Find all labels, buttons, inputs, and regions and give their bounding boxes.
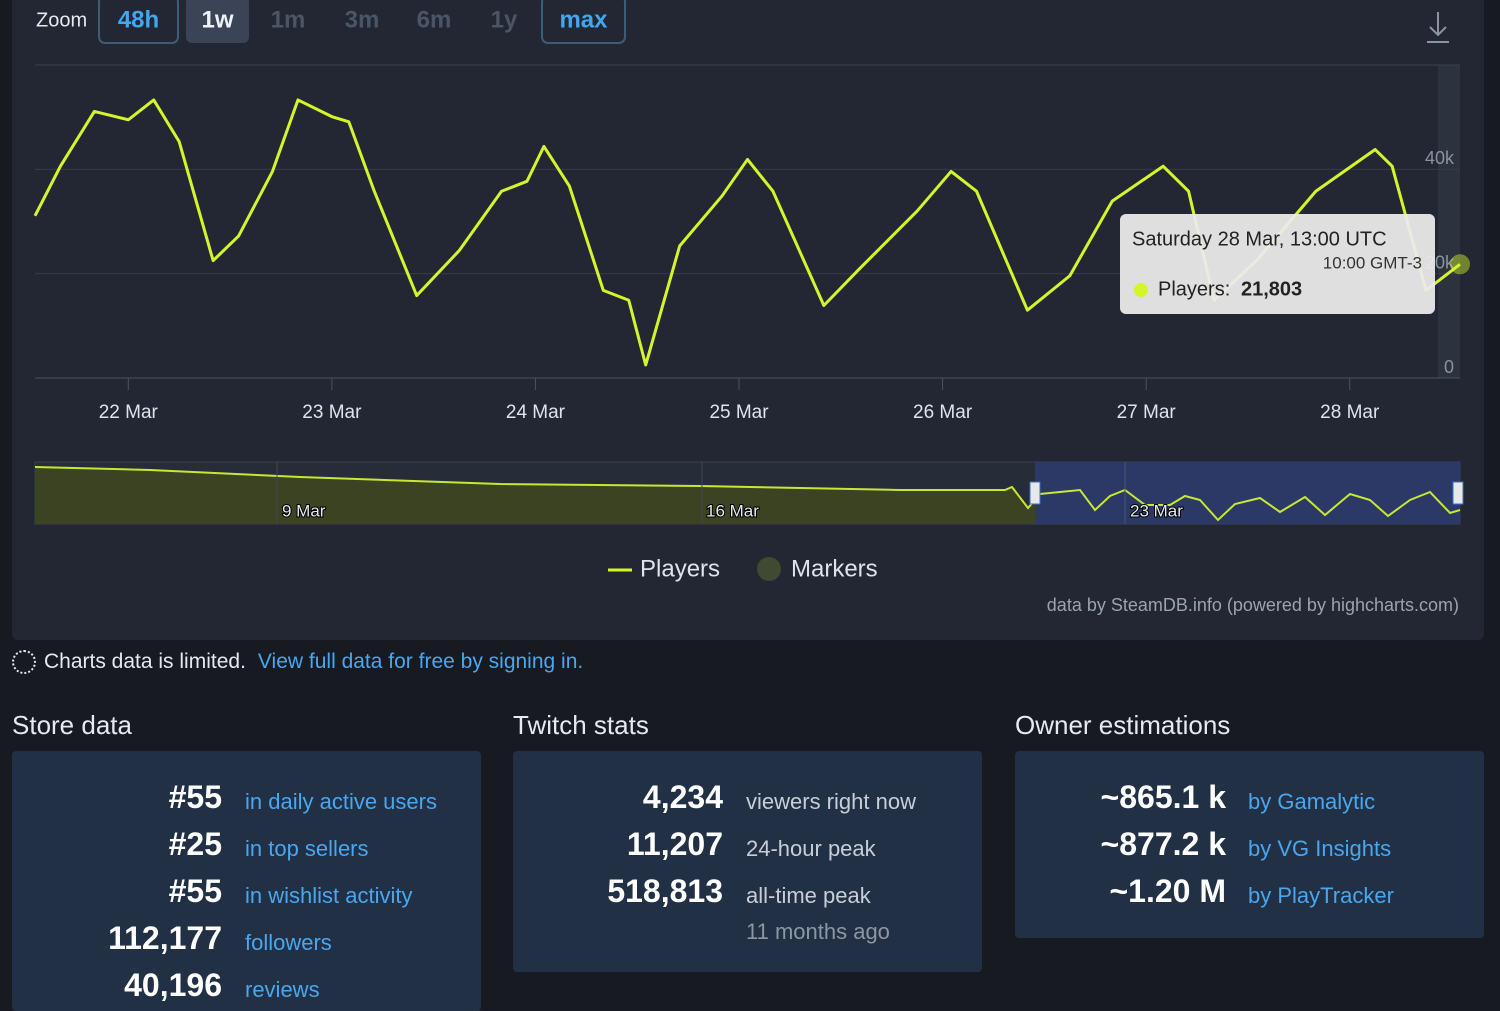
tooltip-dot xyxy=(1134,283,1148,297)
zoom-button[interactable]: 1w xyxy=(201,6,233,33)
tooltip-box xyxy=(1120,214,1435,314)
x-tick-label: 28 Mar xyxy=(1320,402,1380,423)
stat-label[interactable]: reviews xyxy=(245,977,320,1002)
x-tick-label: 25 Mar xyxy=(709,402,769,423)
x-tick-label: 27 Mar xyxy=(1117,402,1177,423)
navigator-label: 16 Mar xyxy=(706,501,759,520)
section-title: Twitch stats xyxy=(513,710,649,740)
stat-label: all-time peak xyxy=(746,883,871,908)
stat-value: 112,177 xyxy=(108,920,222,956)
stat-label[interactable]: in daily active users xyxy=(245,789,437,814)
chart-panel xyxy=(12,0,1484,640)
legend-label[interactable]: Players xyxy=(640,555,720,582)
tooltip-label: Players: xyxy=(1158,278,1230,300)
download-icon[interactable] xyxy=(1427,12,1449,43)
zoom-button-frame xyxy=(98,0,179,44)
icon-stroke xyxy=(1429,26,1447,37)
stat-value: 40,196 xyxy=(124,967,222,1003)
stat-row: ~877.2 k by VG Insights xyxy=(1015,826,1484,866)
stat-label[interactable]: by Gamalytic xyxy=(1248,789,1376,814)
zoom-button-frame xyxy=(541,0,626,44)
plot xyxy=(33,98,1470,367)
y-tick-label: 0 xyxy=(1444,357,1454,377)
stat-row: ~865.1 k by Gamalytic xyxy=(1015,779,1484,819)
tooltip: Saturday 28 Mar, 13:00 UTC 10:00 GMT-3 P… xyxy=(1120,214,1435,314)
stat-label[interactable]: by VG Insights xyxy=(1248,836,1392,861)
navigator-label: 9 Mar xyxy=(282,501,326,520)
navigator-label: 23 Mar xyxy=(1130,501,1183,520)
stat-row: #25 in top sellers xyxy=(12,826,481,866)
notice-text: Charts data is limited. xyxy=(44,650,246,673)
zoom-button[interactable]: max xyxy=(559,6,608,33)
stat-value: #55 xyxy=(168,873,222,909)
zoom-button[interactable]: 3m xyxy=(345,6,380,33)
navigator: 9 Mar 16 Mar 23 Mar xyxy=(34,461,1464,525)
stat-label[interactable]: in top sellers xyxy=(245,836,369,861)
legend-label[interactable]: Markers xyxy=(791,555,878,582)
zoom-label: Zoom xyxy=(36,9,87,31)
stat-row: 11,207 24-hour peak xyxy=(513,826,982,866)
notice: Charts data is limited. View full data f… xyxy=(12,650,583,674)
stat-row: 112,177 followers xyxy=(12,920,481,960)
sign-in-link[interactable]: View full data for free by signing in. xyxy=(257,650,584,673)
stat-value: 4,234 xyxy=(642,779,723,815)
legend-symbol xyxy=(757,557,781,581)
zoom-buttons: 48h 1w 1m 3m 6m 1y max xyxy=(98,0,626,44)
stat-row: 518,813 all-time peak xyxy=(513,873,982,913)
stat-value: 518,813 xyxy=(607,873,723,909)
tooltip-title: Saturday 28 Mar, 13:00 UTC xyxy=(1132,228,1387,250)
stat-note: 11 months ago xyxy=(746,919,890,944)
axis-band xyxy=(1438,65,1460,378)
stat-label[interactable]: by PlayTracker xyxy=(1248,883,1394,908)
zoom-button[interactable]: 1y xyxy=(491,6,518,33)
stat-value: #55 xyxy=(168,779,222,815)
stat-row: #55 in daily active users xyxy=(12,779,481,819)
store-card: #55 in daily active users #25 in top seller… xyxy=(12,751,481,1011)
stat-label: viewers right now xyxy=(746,789,916,814)
stat-row: ~1.20 M by PlayTracker xyxy=(1015,873,1484,913)
zoom-button-frame xyxy=(186,0,249,43)
section-title: Store data xyxy=(12,710,132,740)
x-tick-label: 24 Mar xyxy=(506,402,566,423)
x-tick-label: 23 Mar xyxy=(302,402,362,423)
zoom-button[interactable]: 1m xyxy=(271,6,306,33)
stat-value: #25 xyxy=(168,826,222,862)
zoom-button[interactable]: 6m xyxy=(417,6,452,33)
x-tick-label: 22 Mar xyxy=(99,402,159,423)
stat-row: 4,234 viewers right now xyxy=(513,779,982,819)
stat-value: ~865.1 k xyxy=(1100,779,1226,815)
owners-card: ~865.1 k by Gamalytic ~877.2 k by VG Insigh… xyxy=(1015,751,1484,938)
stat-label[interactable]: followers xyxy=(245,930,332,955)
legend: Players Markers xyxy=(608,555,878,582)
section-title: Owner estimations xyxy=(1015,710,1231,740)
navigator-area xyxy=(35,467,1035,524)
stat-value: 11,207 xyxy=(626,826,723,862)
stat-row: #55 in wishlist activity xyxy=(12,873,481,913)
navigator-handle[interactable] xyxy=(1452,481,1464,505)
stat-row: 40,196 reviews xyxy=(12,967,481,1007)
navigator-line xyxy=(34,466,1461,522)
navigator-handle[interactable] xyxy=(1029,481,1041,505)
hover-point xyxy=(1450,254,1470,275)
tooltip-value: 21,803 xyxy=(1241,278,1302,300)
stat-label[interactable]: in wishlist activity xyxy=(245,883,413,908)
x-tick-label: 26 Mar xyxy=(913,402,973,423)
zoom-button[interactable]: 48h xyxy=(118,6,159,33)
navigator-selection[interactable] xyxy=(1035,462,1460,524)
series-line xyxy=(33,98,1461,367)
twitch-card: 4,234 viewers right now 11,207 24-hour peak… xyxy=(513,751,982,972)
y-tick-label: 40k xyxy=(1425,148,1455,168)
stat-value: ~877.2 k xyxy=(1100,826,1226,862)
notice-icon xyxy=(12,650,36,674)
credits[interactable]: data by SteamDB.info (powered by highcha… xyxy=(1047,595,1459,615)
tooltip-subtitle: 10:00 GMT-3 xyxy=(1323,253,1422,272)
stat-label: 24-hour peak xyxy=(746,836,876,861)
stat-value: ~1.20 M xyxy=(1109,873,1226,909)
